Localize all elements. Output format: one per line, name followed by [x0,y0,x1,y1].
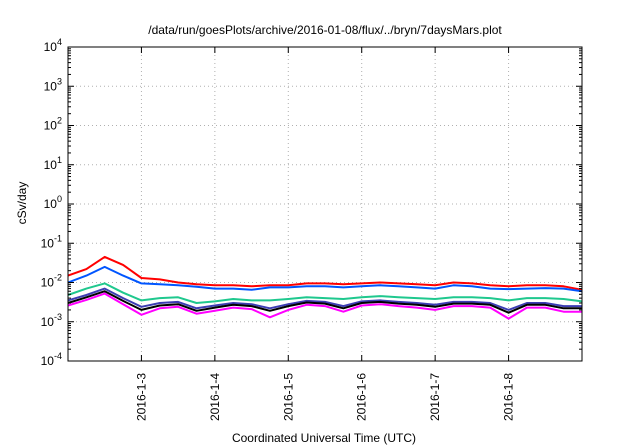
y-tick-label-exponent: -1 [54,233,62,243]
x-tick-label: 2016-1-8 [502,373,516,421]
y-tick-label-base: 10 [41,276,55,290]
x-axis-label: Coordinated Universal Time (UTC) [232,431,416,445]
y-tick-label: 100 [44,194,62,211]
y-tick-label: 10-3 [41,312,62,329]
y-tick-label: 103 [44,76,62,93]
series-line-4 [67,287,582,311]
series-line-6 [67,292,582,320]
series-line-3 [67,282,583,304]
y-tick-label-exponent: -2 [54,273,62,283]
y-tick-label-base: 10 [44,40,58,54]
y-tick-label-base: 10 [44,119,58,133]
y-tick-label-exponent: 2 [57,116,62,126]
series-line-1 [67,255,583,291]
x-tick-label: 2016-1-3 [134,373,148,421]
y-tick-label-exponent: 0 [57,194,62,204]
y-tick-label-base: 10 [41,236,55,250]
y-tick-label-base: 10 [44,197,58,211]
chart-title: /data/run/goesPlots/archive/2016-01-08/f… [148,23,502,37]
y-tick-label-base: 10 [44,158,58,172]
y-tick-label: 10-2 [41,273,62,290]
y-tick-label: 102 [44,116,62,133]
y-tick-label-exponent: -3 [54,312,62,322]
grid-lines [68,47,582,361]
x-tick-label: 2016-1-6 [355,373,369,421]
series-line-5 [67,290,582,314]
x-tick-label: 2016-1-5 [281,373,295,421]
y-tick-label: 10-4 [41,351,62,368]
y-tick-label: 101 [44,155,62,172]
y-tick-label-base: 10 [41,315,55,329]
y-axis-label: cSv/day [15,182,29,225]
y-tick-label-base: 10 [41,354,55,368]
series-line-2 [67,265,583,293]
y-tick-label: 104 [44,37,62,54]
data-series [67,255,583,320]
y-tick-label-exponent: 1 [57,155,62,165]
y-tick-label-base: 10 [44,79,58,93]
x-tick-label: 2016-1-7 [428,373,442,421]
y-tick-label-exponent: 4 [57,37,62,47]
y-tick-label-exponent: 3 [57,76,62,86]
y-tick-label-exponent: -4 [54,351,62,361]
y-tick-label: 10-1 [41,233,62,250]
x-tick-label: 2016-1-4 [208,373,222,421]
